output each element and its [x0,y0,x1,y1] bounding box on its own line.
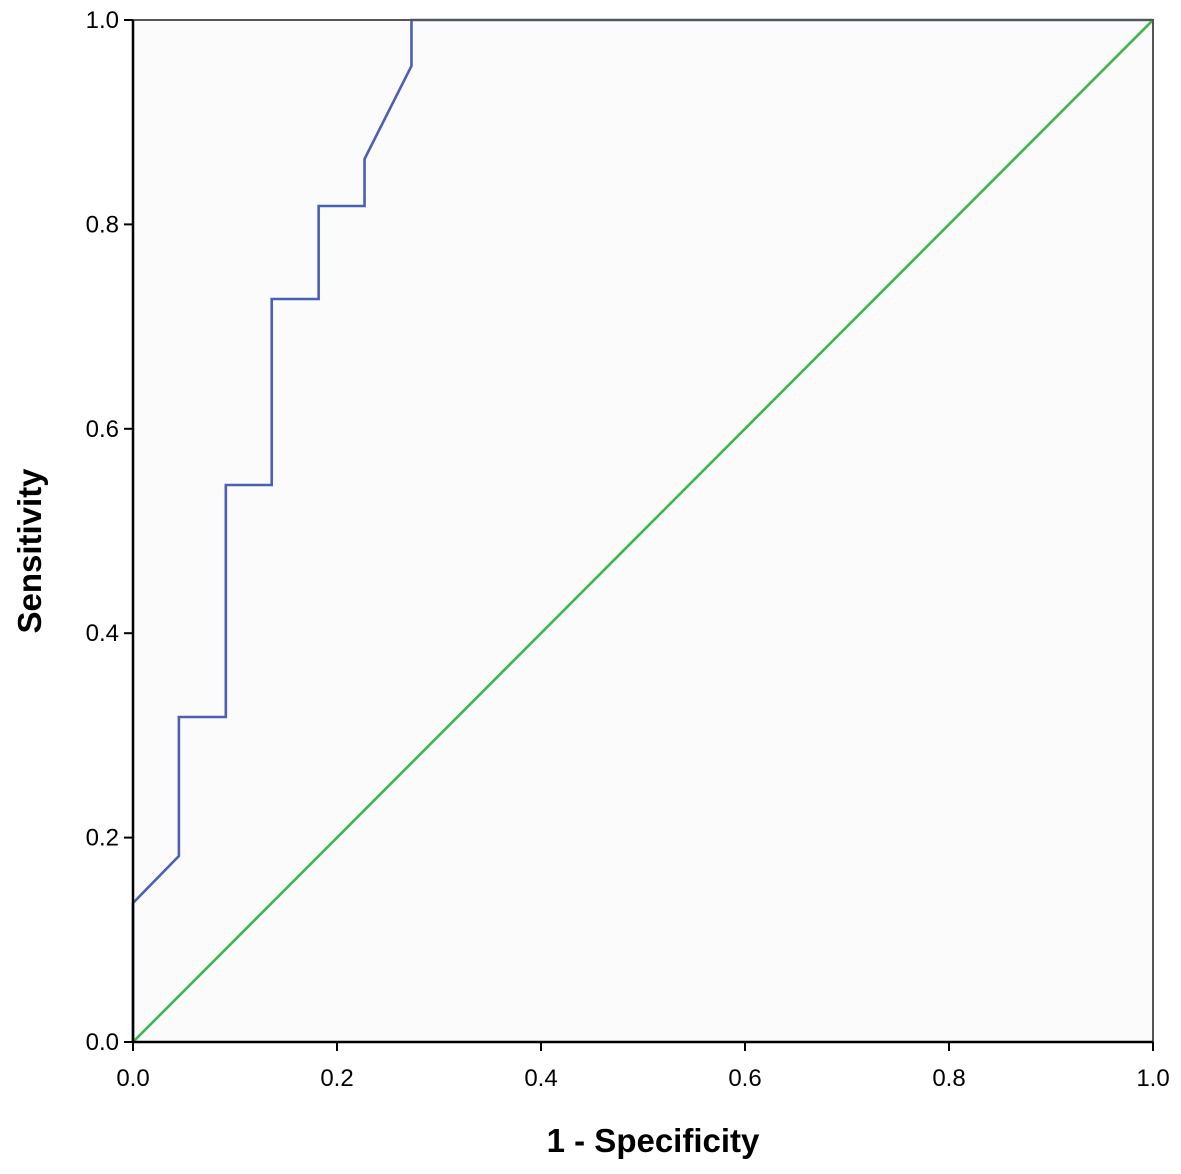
roc-curve-line [131,18,1153,1042]
series-layer [131,18,1154,1043]
y-tick-label: 0.2 [86,825,119,852]
x-tick-label: 0.0 [116,1065,149,1092]
x-tick-label: 0.2 [320,1065,353,1092]
y-tick-label: 0.4 [86,620,119,647]
y-axis-title: Sensitivity [11,468,48,634]
y-tick-label: 1.0 [86,7,119,34]
y-tick-label: 0.8 [86,211,119,238]
x-tick-label: 1.0 [1136,1065,1169,1092]
reference-diagonal-line [132,19,1154,1043]
y-tick-label: 0.0 [86,1029,119,1056]
x-tick-label: 0.6 [728,1065,761,1092]
axes-layer [131,20,1153,1044]
x-axis-title: 1 - Specificity [547,1122,760,1159]
ticks-layer: 0.0 0.2 0.4 0.6 0.8 1.0 0.0 0.2 0.4 0.6 0.8 1.0 [86,7,1170,1092]
x-tick-label: 0.8 [932,1065,965,1092]
y-tick-label: 0.6 [86,416,119,443]
x-tick-label: 0.4 [524,1065,557,1092]
